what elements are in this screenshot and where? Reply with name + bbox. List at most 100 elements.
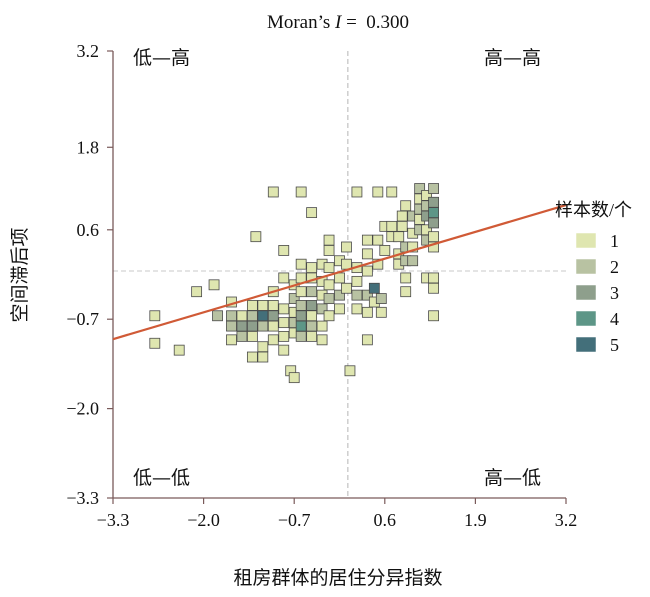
data-point-square <box>351 275 363 287</box>
data-point-square <box>351 289 363 301</box>
x-tick-label: 1.9 <box>464 510 487 530</box>
data-point-square <box>226 334 237 346</box>
data-point-square <box>361 248 373 260</box>
data-point-square <box>361 334 373 346</box>
quadrant-label-bottom-left: 低—低 <box>133 467 190 489</box>
data-point-square <box>267 300 279 311</box>
data-point-square <box>428 217 439 229</box>
data-point-square <box>267 334 279 346</box>
data-point-square <box>295 330 307 342</box>
data-point-square <box>323 293 335 304</box>
data-point-square <box>246 330 258 342</box>
data-point-square <box>334 272 345 284</box>
title-italic-i: I <box>334 12 343 33</box>
y-tick-label: −3.3 <box>66 488 99 508</box>
quadrant-label-top-right: 高—高 <box>484 47 541 69</box>
data-point-square <box>400 286 412 298</box>
data-point-square <box>407 241 419 253</box>
x-tick-label: −3.3 <box>97 510 130 530</box>
data-point-square <box>334 303 345 315</box>
data-point-square <box>149 310 161 322</box>
y-tick-label: 0.6 <box>77 220 100 240</box>
data-point-square <box>226 310 237 322</box>
legend-entry-label: 3 <box>610 283 619 303</box>
data-point-square <box>400 272 412 284</box>
data-point-square <box>428 231 439 243</box>
chart-title: Moran’s I = 0.300 <box>267 12 409 33</box>
data-point-square <box>295 186 307 198</box>
data-point-square <box>351 186 363 198</box>
data-point-square <box>341 241 352 253</box>
data-point-square <box>341 258 352 270</box>
data-point-square <box>344 365 356 377</box>
data-point-square <box>191 286 203 298</box>
data-point-square <box>323 234 335 246</box>
data-point-square <box>306 320 318 332</box>
data-point-square <box>393 231 405 243</box>
axes-layer: −3.3 −2.0 −0.7 0.6 1.9 3.2 3.2 1.8 0.6 −0.7 −2.0 −3… <box>66 41 577 530</box>
data-point-square <box>351 303 363 315</box>
data-point-square <box>306 286 318 298</box>
data-point-square <box>306 262 318 274</box>
data-point-square <box>236 320 248 332</box>
x-axis-title: 租房群体的居住分异指数 <box>233 567 442 589</box>
data-point-square <box>257 320 269 332</box>
data-point-square <box>428 241 439 253</box>
data-point-square <box>400 200 412 212</box>
regression-layer <box>112 203 567 341</box>
data-point-square <box>278 245 290 256</box>
data-point-square <box>407 255 419 267</box>
data-point-square <box>396 220 408 232</box>
legend-entry-label: 1 <box>610 231 619 251</box>
data-point-square <box>361 234 373 246</box>
data-point-square <box>306 207 318 219</box>
data-point-square <box>323 310 335 322</box>
data-point-square <box>267 310 279 322</box>
data-point-square <box>236 330 248 342</box>
y-axis-title: 空间滞后项 <box>9 227 31 322</box>
legend-swatch <box>575 310 597 327</box>
data-point-square <box>295 320 307 332</box>
data-point-square <box>361 289 373 301</box>
data-point-square <box>428 207 439 219</box>
data-point-square <box>306 330 318 342</box>
title-prefix: Moran’s <box>267 12 335 33</box>
data-point-square <box>375 306 387 318</box>
legend: 样本数/个 1 2 3 4 5 <box>555 200 632 355</box>
data-point-square <box>257 351 269 363</box>
y-tick-label: 3.2 <box>77 41 100 61</box>
data-point-square <box>257 300 269 311</box>
data-point-square <box>306 310 318 322</box>
data-point-square <box>212 310 223 322</box>
data-point-square <box>316 320 328 332</box>
data-point-square <box>236 310 248 322</box>
regression-line <box>112 203 567 341</box>
data-point-square <box>361 265 373 277</box>
data-point-square <box>368 282 380 294</box>
data-point-square <box>372 258 384 270</box>
legend-entry-label: 5 <box>610 335 619 355</box>
data-point-square <box>323 262 335 274</box>
legend-swatch <box>575 258 597 275</box>
data-point-square <box>323 245 335 256</box>
data-point-square <box>316 303 328 315</box>
data-point-square <box>295 310 307 322</box>
x-tick-label: −2.0 <box>187 510 220 530</box>
data-point-square <box>246 300 258 311</box>
data-point-square <box>428 282 439 294</box>
data-point-square <box>379 245 391 256</box>
data-point-square <box>316 334 328 346</box>
data-point-square <box>257 310 269 322</box>
data-point-square <box>226 320 237 332</box>
data-point-square <box>386 220 398 232</box>
data-point-square <box>372 234 384 246</box>
data-point-square <box>288 372 300 384</box>
data-point-square <box>372 186 384 198</box>
data-point-square <box>334 289 345 301</box>
data-point-square <box>246 320 258 332</box>
legend-entry-label: 4 <box>610 309 619 329</box>
quadrant-label-bottom-right: 高—低 <box>484 467 541 489</box>
data-point-square <box>428 183 439 194</box>
quadrant-label-top-left: 低—高 <box>133 47 190 69</box>
